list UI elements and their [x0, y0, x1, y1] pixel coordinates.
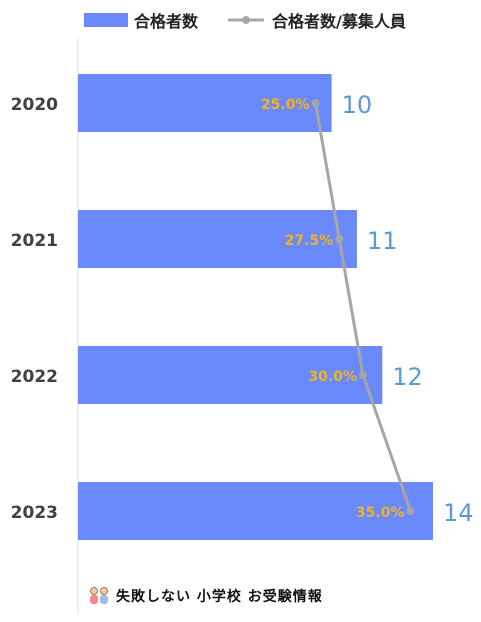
bar-2021	[78, 210, 357, 268]
legend-bar-swatch	[84, 13, 128, 27]
legend-item-bar: 合格者数	[84, 8, 198, 32]
line-point-2020	[311, 99, 320, 107]
legend-line-label: 合格者数/募集人員	[272, 12, 406, 31]
family-logo-icon	[90, 587, 108, 604]
bar-2023	[78, 482, 433, 540]
bar-value-label-2020: 10	[342, 91, 373, 119]
bar-2022	[78, 346, 383, 404]
line-value-label-2020: 25.0%	[261, 97, 310, 113]
line-value-label-2023: 35.0%	[356, 505, 405, 521]
bar-value-label-2023: 14	[443, 499, 474, 527]
bar-value-label-2021: 11	[367, 227, 398, 255]
line-series	[314, 102, 412, 512]
line-point-2022	[359, 371, 367, 379]
line-value-label-2022: 30.0%	[308, 369, 357, 385]
legend-item-line: 合格者数/募集人員	[226, 8, 406, 32]
legend-line-swatch	[228, 16, 265, 24]
bar-value-label-2022: 12	[392, 363, 423, 391]
bar-2020	[78, 74, 332, 132]
line-point-2023	[406, 507, 415, 515]
legend-bar-label: 合格者数	[134, 12, 199, 31]
category-tick-2021: 2021	[11, 231, 58, 251]
category-tick-2020: 2020	[11, 95, 58, 115]
category-tick-2022: 2022	[11, 367, 58, 387]
line-point-2021	[335, 235, 344, 243]
footer-brand: 失敗しない 小学校 お受験情報	[88, 586, 323, 606]
line-value-label-2021: 27.5%	[285, 233, 334, 249]
footer-brand-text: 失敗しない 小学校 お受験情報	[116, 589, 323, 605]
legend: 合格者数 合格者数/募集人員	[84, 8, 434, 32]
category-tick-2023: 2023	[11, 503, 58, 523]
